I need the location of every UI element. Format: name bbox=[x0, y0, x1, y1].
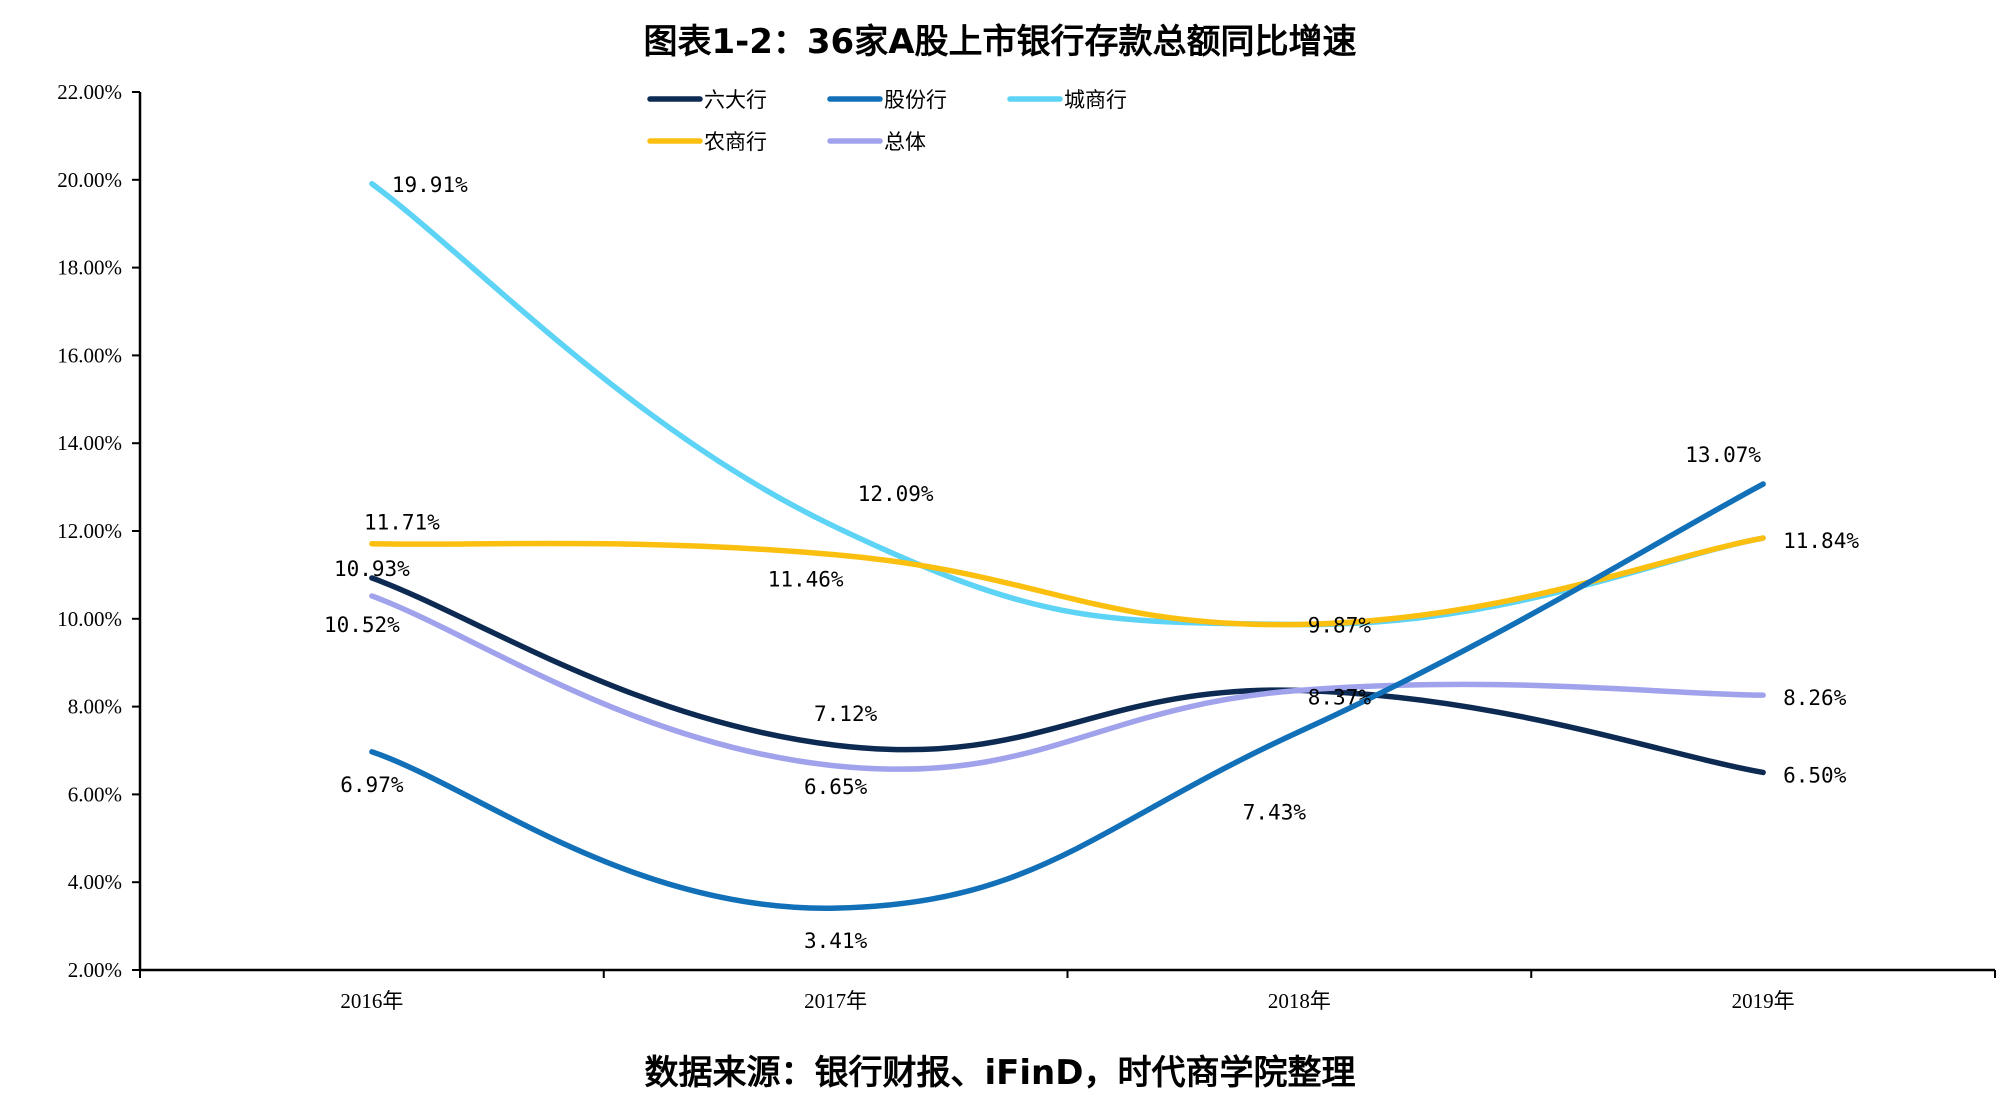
x-tick-label: 2017年 bbox=[804, 989, 867, 1013]
data-label-2-3: 7.43% bbox=[1243, 801, 1307, 825]
legend-label-5: 总体 bbox=[884, 130, 926, 154]
data-label-3-1: 19.91% bbox=[392, 173, 468, 197]
data-label-5-1: 10.52% bbox=[324, 613, 400, 637]
legend-label-3: 城商行 bbox=[1064, 88, 1127, 112]
axes: 2.00% 4.00% 6.00% 8.00% 10.00% 12.00% 14.00% 16… bbox=[57, 80, 1996, 1013]
data-label-1-1: 10.93% bbox=[334, 557, 410, 581]
data-label-5-4: 8.26% bbox=[1783, 686, 1847, 710]
y-tick-label: 14.00% bbox=[57, 431, 122, 455]
data-label-4-1: 11.71% bbox=[364, 511, 440, 535]
data-label-2-4: 13.07% bbox=[1685, 443, 1761, 467]
y-tick-label: 2.00% bbox=[68, 958, 122, 982]
data-label-2-2: 3.41% bbox=[804, 929, 868, 953]
data-label-3-4: 11.84% bbox=[1783, 529, 1859, 553]
data-label-1-4: 6.50% bbox=[1783, 763, 1847, 787]
series-line-5 bbox=[369, 593, 1766, 772]
x-tick-label: 2019年 bbox=[1732, 989, 1795, 1013]
y-tick-label: 4.00% bbox=[68, 870, 122, 894]
source-note: 数据来源：银行财报、iFinD，时代商学院整理 bbox=[644, 1053, 1356, 1093]
data-label-2-1: 6.97% bbox=[340, 773, 404, 797]
y-tick-label: 10.00% bbox=[57, 607, 122, 631]
x-tick-label: 2018年 bbox=[1268, 989, 1331, 1013]
y-tick-label: 22.00% bbox=[57, 80, 122, 104]
data-label-3-2: 12.09% bbox=[858, 482, 934, 506]
series-lines bbox=[369, 181, 1766, 911]
data-label-3-3: 9.87% bbox=[1308, 614, 1372, 638]
chart-title: 图表1-2：36家A股上市银行存款总额同比增速 bbox=[643, 22, 1357, 62]
y-tick-label: 8.00% bbox=[68, 695, 122, 719]
series-line-4 bbox=[369, 535, 1766, 628]
legend-label-1: 六大行 bbox=[704, 88, 767, 112]
legend-label-2: 股份行 bbox=[884, 88, 947, 112]
y-tick-label: 20.00% bbox=[57, 168, 122, 192]
legend-label-4: 农商行 bbox=[704, 130, 767, 154]
data-labels: 10.93% 7.12% 8.37% 6.50% 6.97% 3.41% 7.43% 13.0… bbox=[324, 173, 1859, 953]
y-tick-label: 16.00% bbox=[57, 343, 122, 367]
y-tick-label: 6.00% bbox=[68, 782, 122, 806]
data-label-5-2: 6.65% bbox=[804, 775, 868, 799]
data-label-1-2: 7.12% bbox=[814, 702, 878, 726]
x-tick-label: 2016年 bbox=[340, 989, 403, 1013]
data-label-1-3: 8.37% bbox=[1308, 685, 1372, 709]
series-line-3 bbox=[369, 181, 1766, 628]
data-label-4-2: 11.46% bbox=[768, 568, 844, 592]
series-line-2 bbox=[369, 481, 1766, 911]
y-tick-label: 18.00% bbox=[57, 256, 122, 280]
series-line-1 bbox=[369, 575, 1766, 776]
y-tick-label: 12.00% bbox=[57, 519, 122, 543]
